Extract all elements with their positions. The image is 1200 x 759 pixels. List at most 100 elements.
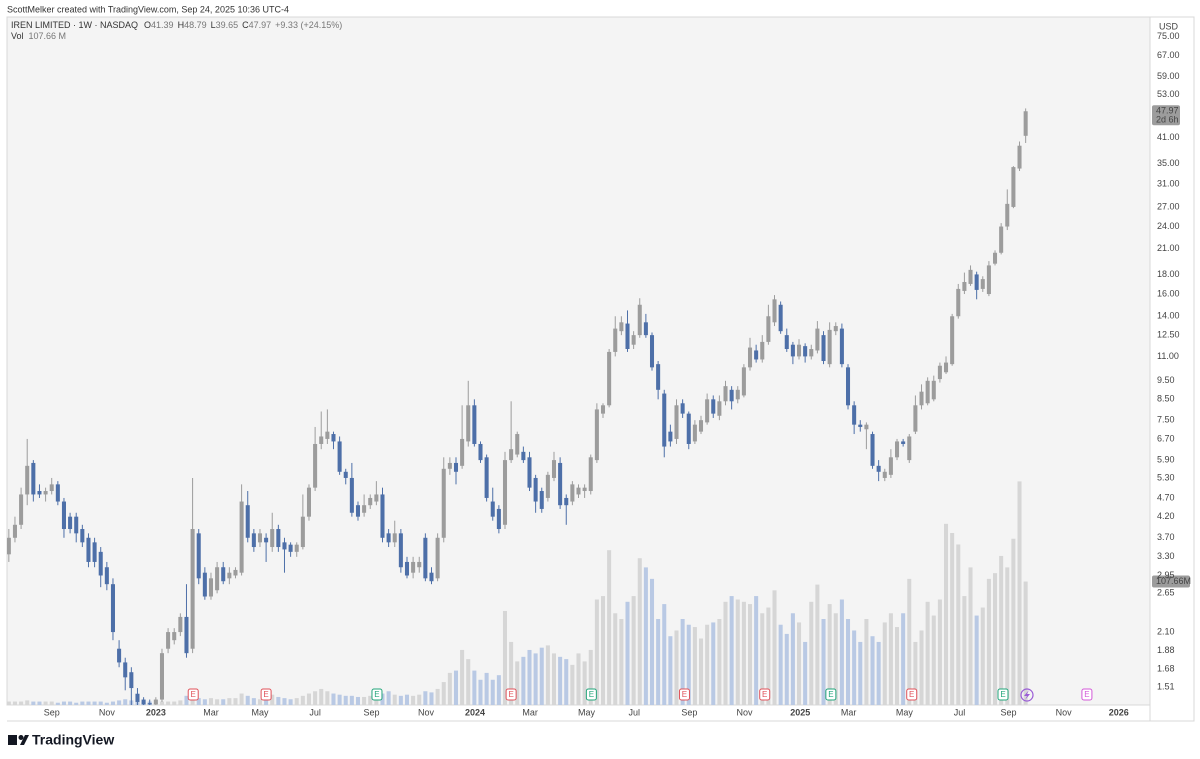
candle-body	[355, 505, 361, 517]
candle-body	[282, 542, 287, 550]
volume-bar	[766, 607, 771, 705]
event-label: E	[508, 690, 513, 699]
candle-body	[239, 501, 244, 573]
x-tick-label: 2026	[1109, 707, 1129, 717]
candle-body	[1023, 111, 1028, 136]
event-marker	[906, 688, 918, 701]
event-label: E	[909, 690, 914, 699]
candle-body	[178, 616, 183, 633]
volume-bar	[313, 691, 318, 705]
volume-bar	[907, 578, 912, 705]
y-tick-label: 5.90	[1157, 454, 1175, 464]
y-tick-label: 4.20	[1157, 511, 1175, 521]
candle-body	[790, 344, 795, 357]
volume-bar	[980, 607, 985, 705]
y-tick-label: 27.00	[1157, 201, 1180, 211]
volume-bar	[362, 696, 367, 705]
change: +9.33 (+24.15%)	[275, 20, 342, 30]
event-marker	[260, 688, 272, 701]
candle-body	[215, 567, 220, 591]
volume-bar	[25, 700, 30, 705]
candle-body	[478, 443, 483, 461]
candle-body	[343, 471, 348, 478]
volume-bar	[778, 624, 783, 705]
volume-bar	[637, 558, 642, 705]
event-marker	[759, 688, 771, 701]
candle-body	[980, 279, 985, 289]
candle-body	[435, 537, 440, 579]
volume-bar	[398, 695, 403, 705]
y-tick-label: 31.00	[1157, 178, 1180, 188]
volume-bar	[999, 555, 1004, 705]
volume-bar	[215, 699, 220, 705]
x-tick-label: Jul	[309, 707, 321, 717]
event-marker	[678, 688, 690, 701]
candle-body	[25, 465, 30, 495]
candle-body	[643, 322, 648, 336]
candle-body	[117, 648, 122, 663]
candle-body	[705, 399, 710, 423]
volume-bar	[380, 693, 385, 705]
volume-bar	[968, 567, 973, 705]
volume-bar	[37, 701, 42, 705]
candle-body	[86, 537, 91, 562]
candle-body	[894, 441, 900, 458]
candle-body	[429, 572, 434, 582]
candle-body	[999, 226, 1004, 253]
candle-body	[931, 380, 936, 400]
volume-bar	[337, 694, 342, 705]
volume-bar	[202, 699, 207, 705]
y-tick-label: 41.00	[1157, 132, 1180, 142]
y-tick-label: 53.00	[1157, 89, 1180, 99]
volume-bar	[692, 627, 697, 705]
volume-bar	[490, 679, 495, 705]
y-tick-label: 11.00	[1157, 351, 1179, 361]
candle-body	[417, 561, 422, 568]
close-value: 47.97	[249, 20, 272, 30]
symbol: IREN LIMITED · 1W · NASDAQ	[11, 20, 138, 30]
volume-bar	[558, 656, 563, 705]
y-tick-label: 3.30	[1157, 551, 1175, 561]
volume-bar	[306, 693, 312, 705]
candle-body	[392, 533, 397, 543]
volume-bar	[705, 624, 710, 705]
volume-bar	[349, 695, 354, 705]
volume-bar	[821, 619, 826, 705]
candle-body	[7, 537, 11, 555]
event-marker	[825, 688, 837, 701]
volume-bar	[404, 694, 410, 705]
candle-body	[613, 328, 618, 352]
volume-legend: Vol 107.66 M	[11, 31, 66, 41]
volume-bar	[80, 701, 85, 705]
y-tick-label: 16.00	[1157, 288, 1180, 298]
volume-bar	[717, 619, 722, 705]
volume-bar	[625, 601, 630, 705]
candle-body	[166, 632, 171, 649]
candle-body	[545, 474, 550, 498]
candle-body	[858, 424, 863, 427]
candle-body	[472, 405, 477, 444]
candle-body	[1011, 167, 1016, 207]
volume-bar	[61, 701, 66, 705]
volume-bar	[104, 702, 109, 705]
volume-bar	[31, 701, 36, 705]
candle-body	[55, 484, 60, 502]
candle-body	[221, 567, 226, 582]
candle-body	[809, 349, 814, 357]
volume-bar	[110, 701, 115, 705]
candle-body	[876, 465, 881, 472]
volume-bar	[931, 615, 936, 705]
volume-bar	[472, 670, 477, 705]
volume-bar	[92, 701, 97, 705]
candle-body	[729, 389, 734, 402]
candle-body	[723, 386, 728, 402]
candle-body	[147, 703, 152, 705]
candle-body	[594, 409, 599, 461]
volume-bar	[962, 596, 967, 705]
event-label: E	[374, 690, 379, 699]
volume-bar	[331, 693, 336, 705]
candle-body	[692, 424, 697, 442]
volume-bar	[576, 653, 581, 705]
candle-body	[625, 323, 630, 350]
brand-logo	[8, 735, 29, 745]
